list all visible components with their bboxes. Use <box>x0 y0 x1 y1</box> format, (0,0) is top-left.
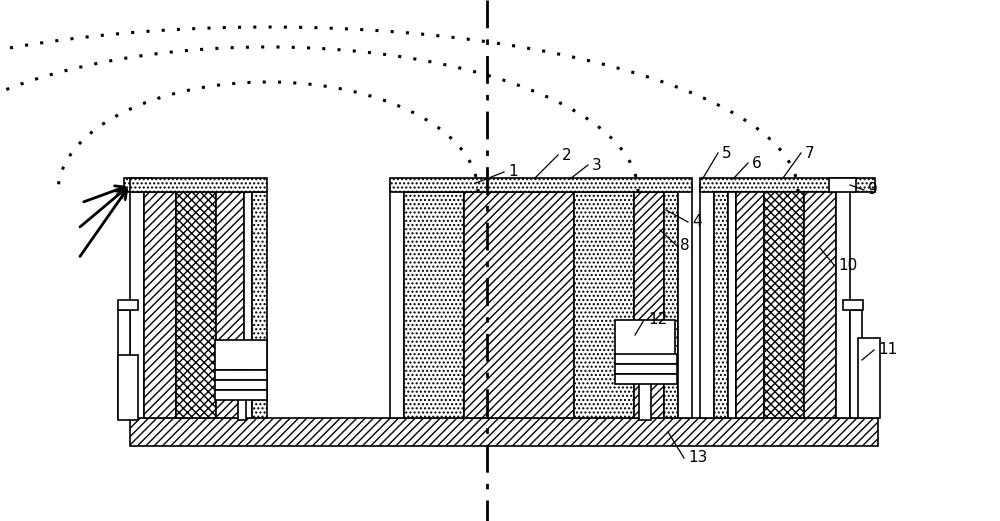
Bar <box>238 382 246 420</box>
Bar <box>390 178 692 192</box>
Bar <box>615 320 675 355</box>
Bar <box>176 192 216 418</box>
Bar <box>829 178 856 192</box>
Text: 13: 13 <box>688 451 707 465</box>
Bar <box>124 178 151 192</box>
Text: 4: 4 <box>692 215 702 229</box>
Text: 5: 5 <box>722 145 732 160</box>
Bar <box>634 192 664 418</box>
Bar <box>252 192 267 418</box>
Bar <box>574 192 634 418</box>
Bar <box>639 367 651 420</box>
Bar <box>615 364 677 374</box>
Bar <box>215 380 267 390</box>
Bar <box>700 178 875 192</box>
Bar <box>144 192 176 418</box>
Bar <box>118 310 130 418</box>
Bar <box>628 355 663 367</box>
Bar <box>664 192 678 418</box>
Text: 9: 9 <box>868 182 878 197</box>
Bar <box>118 355 138 420</box>
Text: 8: 8 <box>680 238 690 253</box>
Bar <box>615 354 677 364</box>
Bar <box>836 185 850 418</box>
Bar <box>678 185 692 418</box>
Bar <box>130 185 144 418</box>
Text: 10: 10 <box>838 257 857 272</box>
Bar <box>130 178 267 192</box>
Bar <box>216 192 244 418</box>
Bar <box>764 192 804 418</box>
Bar <box>736 192 764 418</box>
Text: 3: 3 <box>592 157 602 172</box>
Bar <box>130 418 878 446</box>
Bar <box>464 192 574 418</box>
Text: 2: 2 <box>562 147 572 163</box>
Bar <box>615 374 677 384</box>
Bar <box>858 338 880 418</box>
Bar <box>215 390 267 400</box>
Bar <box>118 300 138 310</box>
Text: 7: 7 <box>805 145 815 160</box>
Bar <box>404 192 464 418</box>
Bar <box>700 185 714 418</box>
Bar <box>230 370 252 382</box>
Bar <box>804 192 836 418</box>
Text: 1: 1 <box>508 165 518 180</box>
Bar <box>390 185 404 418</box>
Bar <box>843 300 863 310</box>
Bar <box>215 340 267 370</box>
Bar <box>714 192 728 418</box>
Text: 12: 12 <box>648 313 667 328</box>
Bar <box>215 370 267 380</box>
Bar <box>728 192 736 418</box>
Text: 6: 6 <box>752 155 762 170</box>
Text: 11: 11 <box>878 342 897 357</box>
Bar <box>244 192 252 418</box>
Bar <box>850 310 862 418</box>
